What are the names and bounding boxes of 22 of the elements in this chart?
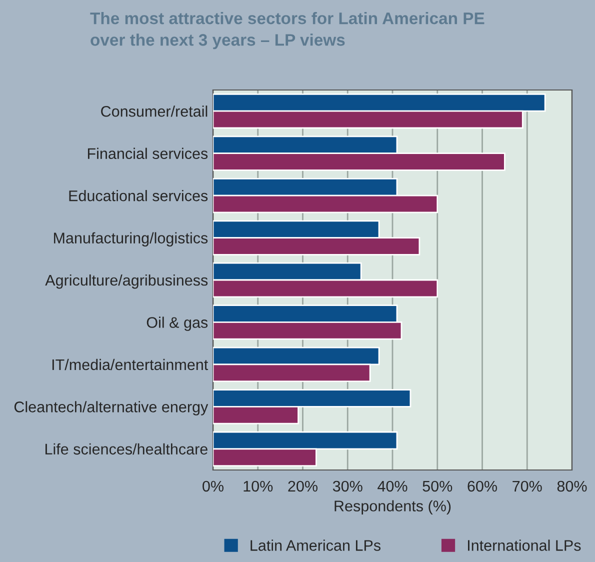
y-tick-label: IT/media/entertainment — [52, 358, 208, 370]
chart-title: The most attractive sectors for Latin American PE over the next 3 years – LP views — [90, 12, 484, 50]
y-tick-label: Agriculture/agribusiness — [45, 274, 208, 289]
x-tick-label: 80% — [557, 480, 587, 492]
x-tick-label: 30% — [332, 480, 362, 492]
y-tick-label: Oil & gas — [146, 316, 208, 331]
y-tick-label: Life sciences/healthcare — [45, 443, 208, 455]
x-tick-label: 0% — [202, 480, 224, 492]
legend-label: International LPs — [468, 540, 581, 551]
legend-label: Latin American LPs — [250, 540, 380, 551]
x-tick-label: 20% — [288, 480, 318, 492]
x-tick-label: 10% — [244, 480, 273, 492]
y-tick-label: Financial services — [88, 148, 208, 160]
y-tick-label: Educational services — [69, 190, 208, 202]
y-tick-label: Manufacturing/logistics — [54, 232, 208, 246]
y-tick-label: Consumer/retail — [101, 106, 208, 117]
x-tick-label: 40% — [378, 480, 408, 492]
x-tick-label: 70% — [512, 480, 542, 492]
x-tick-label: 50% — [422, 480, 452, 492]
x-axis-title: Respondents (%) — [334, 500, 451, 514]
x-tick-label: 60% — [468, 480, 497, 492]
y-tick-label: Cleantech/alternative energy — [14, 401, 208, 416]
